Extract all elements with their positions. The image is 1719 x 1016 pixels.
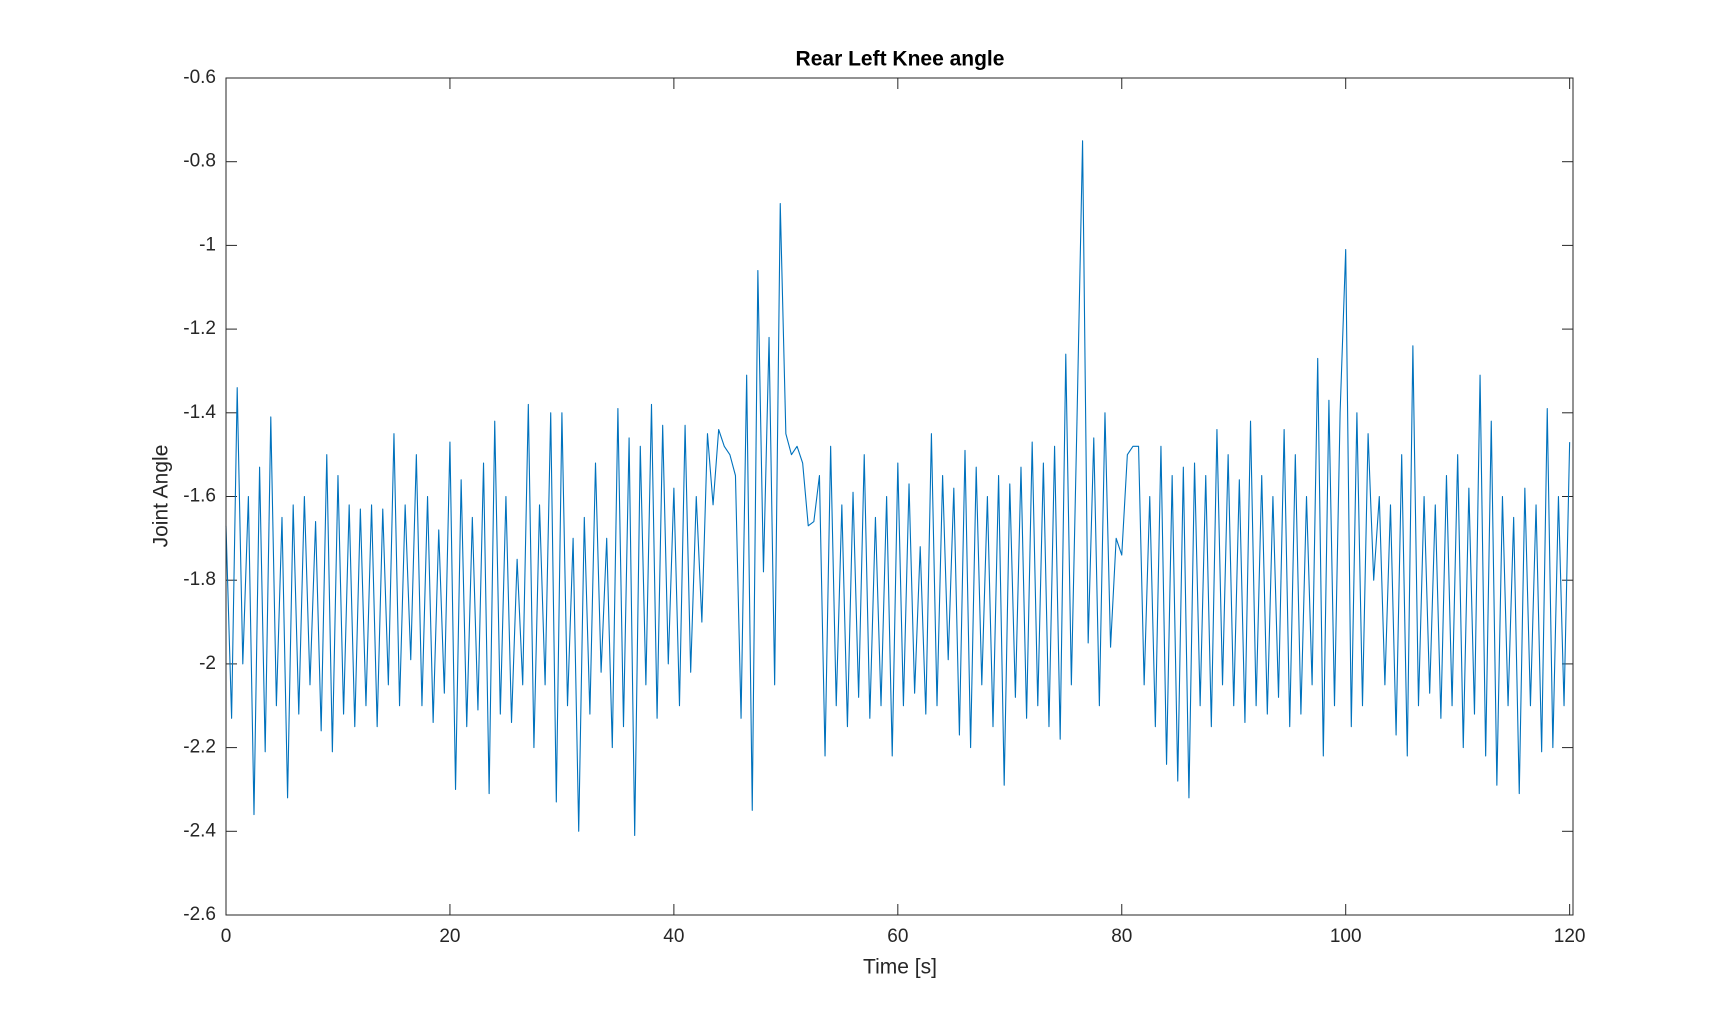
data-line — [225, 140, 1571, 837]
y-tick-label: -2 — [199, 653, 216, 674]
y-tick-label: -0.8 — [183, 151, 216, 172]
y-tick-label: -1 — [199, 234, 216, 255]
y-tick-label: -2.6 — [183, 904, 216, 925]
x-tick-label: 120 — [1554, 926, 1586, 947]
y-tick-label: -2.2 — [183, 737, 216, 758]
y-axis-label: Joint Angle — [150, 445, 173, 548]
y-tick-label: -1.8 — [183, 569, 216, 590]
y-tick-label: -1.6 — [183, 486, 216, 507]
x-tick-label: 0 — [221, 926, 232, 947]
x-tick-label: 20 — [439, 926, 460, 947]
y-tick-label: -0.6 — [183, 67, 216, 88]
x-tick-label: 100 — [1330, 926, 1362, 947]
axes-box — [225, 77, 1574, 916]
x-tick-label: 80 — [1111, 926, 1132, 947]
x-tick-label: 60 — [887, 926, 908, 947]
chart-title: Rear Left Knee angle — [796, 48, 1005, 71]
y-tick-label: -2.4 — [183, 820, 216, 841]
x-tick-label: 40 — [663, 926, 684, 947]
y-tick-label: -1.4 — [183, 402, 216, 423]
y-tick-label: -1.2 — [183, 318, 216, 339]
x-axis-label: Time [s] — [863, 956, 937, 979]
